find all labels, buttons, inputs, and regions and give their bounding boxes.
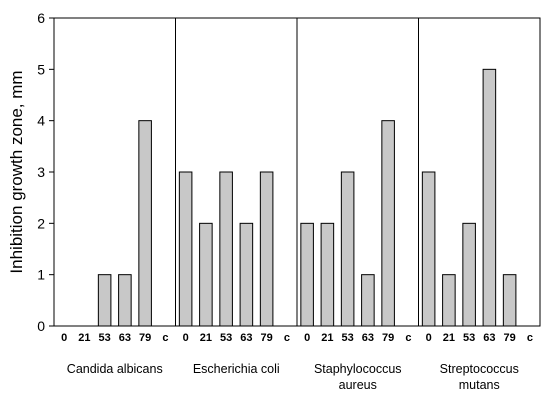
group-label: aureus (339, 378, 377, 392)
group-dividers (175, 18, 419, 326)
bar (300, 222, 314, 327)
x-tick-label: 0 (61, 332, 67, 344)
x-tick-label: 0 (426, 332, 432, 344)
y-axis-label: Inhibition growth zone, mm (7, 70, 26, 273)
plot-frame (53, 17, 541, 327)
x-tick-label: 63 (483, 332, 495, 344)
x-tick-label: 21 (321, 332, 333, 344)
x-tick-label: 21 (200, 332, 212, 344)
x-tick-label: 63 (119, 332, 131, 344)
x-tick-label: c (405, 332, 411, 344)
bars (97, 68, 517, 327)
x-tick-label: 0 (183, 332, 189, 344)
x-tick-label: 0 (304, 332, 310, 344)
bar (502, 274, 517, 327)
y-tick-label: 4 (37, 113, 45, 129)
y-tick-label: 6 (37, 10, 45, 26)
x-tick-label: 53 (342, 332, 354, 344)
x-tick-label: 21 (78, 332, 90, 344)
x-tick-label: 79 (382, 332, 394, 344)
x-tick-label: 53 (220, 332, 232, 344)
y-tick-label: 0 (37, 318, 45, 334)
y-tick-label: 5 (37, 61, 45, 77)
y-ticks: 0 1 2 3 4 5 6 (37, 10, 54, 334)
group-label: Streptococcus (440, 362, 519, 376)
x-tick-label: 63 (362, 332, 374, 344)
y-tick-label: 2 (37, 215, 45, 231)
x-tick-label: c (527, 332, 533, 344)
bar (239, 222, 254, 327)
bar (442, 274, 456, 327)
bar (421, 171, 436, 327)
bar (118, 274, 132, 327)
x-tick-label: 21 (443, 332, 455, 344)
bar (320, 222, 335, 327)
y-tick-label: 1 (37, 267, 45, 283)
y-tick-label: 3 (37, 164, 45, 180)
x-tick-label: c (162, 332, 168, 344)
bar (199, 222, 213, 327)
bar (482, 68, 497, 327)
x-tick-label: 63 (240, 332, 252, 344)
group-labels: Candida albicans Escherichia coli Staphylo… (67, 362, 519, 392)
bar (381, 120, 395, 327)
bar (340, 171, 355, 327)
group-label: Escherichia coli (193, 362, 280, 376)
bar (97, 274, 112, 327)
x-tick-label: c (284, 332, 290, 344)
x-ticks: 0 21 53 63 79 c 0 21 53 63 79 c 0 21 53 63 79 c 0 21 53 63 79 c (61, 332, 533, 344)
x-tick-label: 79 (139, 332, 151, 344)
bar (462, 222, 476, 327)
x-tick-label: 53 (99, 332, 111, 344)
bar (138, 120, 152, 327)
group-label: Staphylococcus (314, 362, 402, 376)
group-label: Candida albicans (67, 362, 163, 376)
bar (259, 171, 274, 327)
group-label: mutans (459, 378, 500, 392)
bar (361, 274, 375, 327)
x-tick-label: 79 (261, 332, 273, 344)
bar (219, 171, 233, 327)
x-tick-label: 79 (504, 332, 516, 344)
x-tick-label: 53 (463, 332, 475, 344)
bar (178, 171, 193, 327)
